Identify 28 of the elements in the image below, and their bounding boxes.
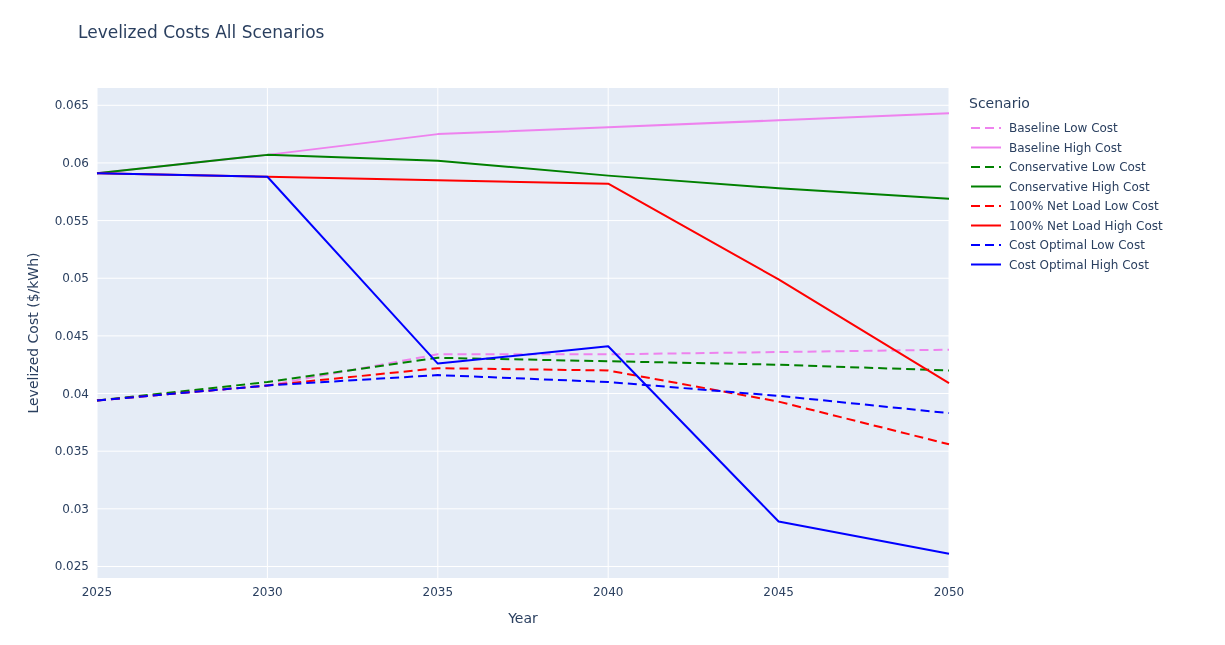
y-axis-title: Levelized Cost ($/kWh) (25, 252, 41, 414)
y-tick-label: 0.025 (54, 559, 89, 574)
y-tick-label: 0.055 (54, 213, 89, 228)
x-axis-title: Year (507, 610, 539, 626)
x-tick-label: 2045 (763, 585, 794, 599)
chart-title: Levelized Costs All Scenarios (78, 22, 325, 42)
line-series (96, 172, 950, 555)
x-tick-label: 2040 (592, 585, 624, 599)
x-tick-label: 2030 (252, 585, 283, 599)
y-tick-label: 0.045 (54, 328, 89, 343)
y-tick-label: 0.035 (54, 444, 89, 459)
legend-label: 100% Net Load High Cost (1009, 218, 1163, 233)
legend-label: Conservative Low Cost (1009, 160, 1147, 174)
legend-label: Baseline High Cost (1009, 140, 1123, 155)
y-tick-label: 0.06 (62, 155, 89, 170)
legend-label: Cost Optimal Low Cost (1009, 238, 1146, 252)
x-tick-label: 2025 (81, 585, 113, 599)
legend-label: Cost Optimal High Cost (1009, 257, 1150, 272)
y-tick-label: 0.03 (62, 501, 89, 516)
y-tick-label: 0.04 (62, 386, 89, 401)
y-tick-label: 0.05 (62, 271, 89, 286)
x-tick-label: 2035 (422, 585, 454, 599)
y-tick-label: 0.065 (54, 98, 89, 113)
legend-title: Scenario (969, 95, 1030, 111)
legend-label: Conservative High Cost (1009, 179, 1151, 194)
legend-label: Baseline Low Cost (1009, 121, 1119, 135)
x-tick-label: 2050 (933, 585, 965, 599)
legend-label: 100% Net Load Low Cost (1009, 199, 1160, 213)
